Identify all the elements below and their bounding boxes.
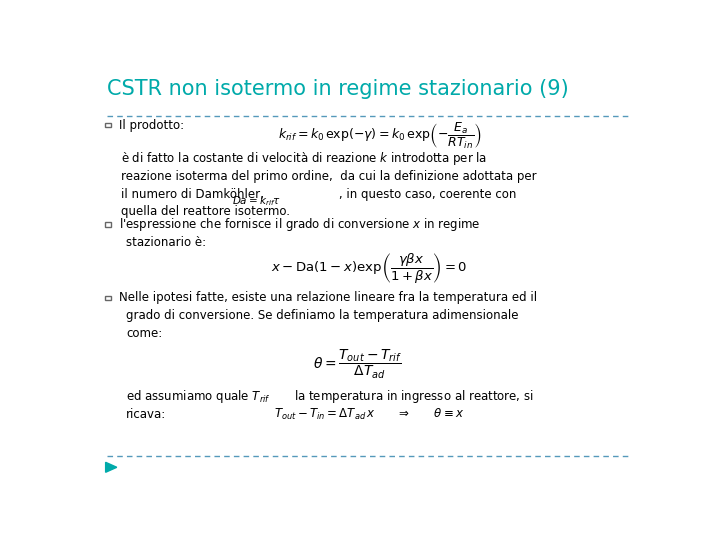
Text: $k_{rif} = k_0\,\exp(-\gamma) = k_0\,\exp\!\left(-\dfrac{E_a}{RT_{in}}\right)$: $k_{rif} = k_0\,\exp(-\gamma) = k_0\,\ex…	[278, 120, 482, 151]
Text: grado di conversione. Se definiamo la temperatura adimensionale: grado di conversione. Se definiamo la te…	[126, 309, 519, 322]
Text: CSTR non isotermo in regime stazionario (9): CSTR non isotermo in regime stazionario …	[107, 79, 569, 99]
Text: $T_{out} - T_{in} = \Delta T_{ad}\,x \qquad\Rightarrow\qquad \theta \equiv x$: $T_{out} - T_{in} = \Delta T_{ad}\,x \qq…	[274, 407, 464, 422]
Text: Nelle ipotesi fatte, esiste una relazione lineare fra la temperatura ed il: Nelle ipotesi fatte, esiste una relazion…	[119, 291, 537, 305]
Text: $x - \mathrm{Da}(1-x)\exp\!\left(\dfrac{\gamma\beta x}{1+\beta x}\right) = 0$: $x - \mathrm{Da}(1-x)\exp\!\left(\dfrac{…	[271, 252, 467, 286]
Polygon shape	[106, 462, 117, 472]
Text: $\theta = \dfrac{T_{out} - T_{rif}}{\Delta T_{ad}}$: $\theta = \dfrac{T_{out} - T_{rif}}{\Del…	[313, 347, 402, 381]
Text: ed assumiamo quale $T_{rif}$       la temperatura in ingresso al reattore, si: ed assumiamo quale $T_{rif}$ la temperat…	[126, 388, 534, 404]
Text: ricava:: ricava:	[126, 408, 166, 421]
Text: l'espressione che fornisce il grado di conversione $x$ in regime: l'espressione che fornisce il grado di c…	[119, 216, 480, 233]
Text: reazione isoterma del primo ordine,  da cui la definizione adottata per: reazione isoterma del primo ordine, da c…	[121, 170, 536, 183]
Bar	[105, 295, 112, 300]
Text: è di fatto la costante di velocità di reazione $k$ introdotta per la: è di fatto la costante di velocità di re…	[121, 150, 487, 167]
Text: $Da = k_{rif}\tau$: $Da = k_{rif}\tau$	[233, 195, 282, 208]
Text: stazionario è:: stazionario è:	[126, 236, 207, 249]
Text: come:: come:	[126, 327, 163, 340]
Bar	[105, 123, 112, 127]
Text: Il prodotto:: Il prodotto:	[119, 119, 184, 132]
Bar	[105, 222, 112, 227]
Text: il numero di Damköhler,                    , in questo caso, coerente con: il numero di Damköhler, , in questo caso…	[121, 187, 516, 201]
Text: quella del reattore isotermo.: quella del reattore isotermo.	[121, 206, 289, 219]
